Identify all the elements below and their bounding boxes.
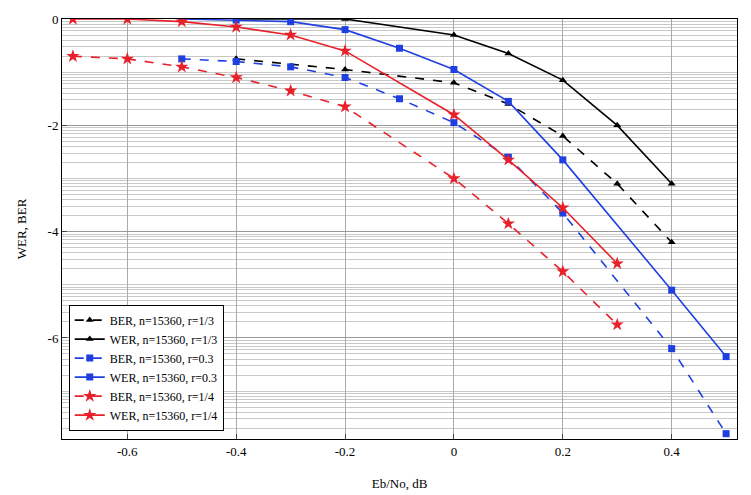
svg-text:BER, n=15360, r=1/3: BER, n=15360, r=1/3 — [110, 314, 214, 328]
svg-text:WER, n=15360, r=1/3: WER, n=15360, r=1/3 — [110, 333, 218, 347]
svg-text:-2: -2 — [48, 118, 59, 133]
svg-text:WER, n=15360, r=1/4: WER, n=15360, r=1/4 — [110, 409, 218, 423]
svg-text:-0.4: -0.4 — [226, 444, 247, 459]
svg-text:0.4: 0.4 — [664, 444, 681, 459]
svg-text:Eb/No, dB: Eb/No, dB — [372, 476, 428, 491]
svg-text:WER, BER: WER, BER — [14, 198, 29, 259]
svg-text:-0.2: -0.2 — [335, 444, 356, 459]
svg-text:-0.6: -0.6 — [117, 444, 138, 459]
svg-text:BER, n=15360, r=1/4: BER, n=15360, r=1/4 — [110, 390, 214, 404]
svg-text:-6: -6 — [48, 331, 59, 346]
svg-text:0.2: 0.2 — [555, 444, 571, 459]
svg-text:BER, n=15360, r=0.3: BER, n=15360, r=0.3 — [110, 352, 214, 366]
svg-text:-4: -4 — [48, 224, 59, 239]
svg-text:0: 0 — [451, 444, 458, 459]
svg-text:WER, n=15360, r=0.3: WER, n=15360, r=0.3 — [110, 371, 217, 385]
svg-text:0: 0 — [52, 12, 59, 27]
